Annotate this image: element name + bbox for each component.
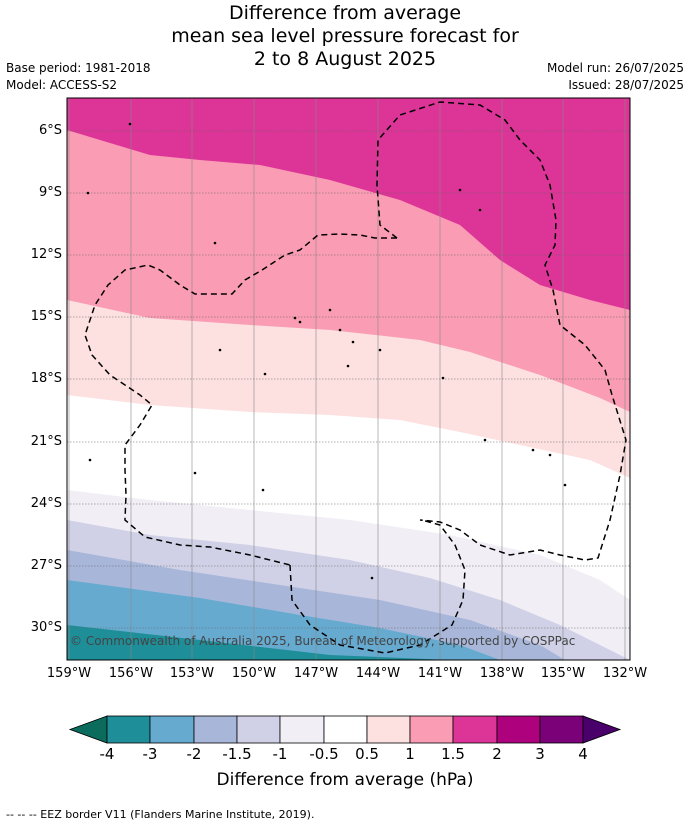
- island-marker: [478, 208, 482, 212]
- island-marker: [370, 576, 374, 580]
- island-marker: [548, 453, 552, 457]
- cb-tick-1-5: 1.5: [441, 745, 465, 763]
- lon-label-132w: 132°W: [602, 666, 648, 681]
- eez-border-line: [84, 233, 397, 566]
- island-marker: [441, 376, 445, 380]
- island-marker: [86, 191, 90, 195]
- title-line-3: 2 to 8 August 2025: [253, 48, 437, 70]
- island-marker: [261, 488, 265, 492]
- lat-label-6s: 6°S: [38, 123, 62, 138]
- cb-tick-minus-2: -2: [186, 745, 202, 763]
- island-marker: [218, 348, 222, 352]
- cb-tick-3: 3: [535, 745, 545, 763]
- lat-label-12s: 12°S: [30, 247, 62, 262]
- colorbar-title: Difference from average (hPa): [216, 770, 474, 790]
- lat-label-21s: 21°S: [30, 434, 62, 449]
- map-frame: [66, 97, 631, 661]
- island-marker: [458, 188, 462, 192]
- base-period: Base period: 1981-2018: [6, 61, 151, 75]
- island-marker: [193, 471, 197, 475]
- cb-tick-2: 2: [492, 745, 502, 763]
- lon-label-135w: 135°W: [540, 666, 586, 681]
- island-marker: [346, 364, 350, 368]
- band-minus-4-to-minus-3: [67, 625, 450, 660]
- model-run: Model run: 26/07/2025: [546, 61, 684, 75]
- cb-tick-0-5: 0.5: [355, 745, 379, 763]
- band-1-5-to-2: [67, 98, 630, 310]
- island-marker: [263, 372, 267, 376]
- lon-label-153w: 153°W: [169, 666, 215, 681]
- lon-label-138w: 138°W: [479, 666, 525, 681]
- cb-tick-minus-1-5: -1.5: [222, 745, 252, 763]
- title-line-2: mean sea level pressure forecast for: [171, 25, 519, 47]
- copyright-text: © Commonwealth of Australia 2025, Bureau…: [70, 634, 576, 648]
- model-name: Model: ACCESS-S2: [6, 78, 118, 92]
- eez-border-line: [289, 519, 466, 654]
- lat-label-30s: 30°S: [30, 620, 62, 635]
- cb-tick-minus-4: -4: [99, 745, 115, 763]
- island-marker: [563, 483, 567, 487]
- lat-label-27s: 27°S: [30, 558, 62, 573]
- lon-label-156w: 156°W: [108, 666, 154, 681]
- lat-label-18s: 18°S: [30, 371, 62, 386]
- island-marker: [213, 241, 217, 245]
- island-marker: [328, 308, 332, 312]
- cb-tick-4: 4: [578, 745, 588, 763]
- island-marker: [298, 320, 302, 324]
- lon-label-147w: 147°W: [293, 666, 339, 681]
- lon-label-144w: 144°W: [355, 666, 401, 681]
- title-line-1: Difference from average: [228, 2, 462, 24]
- cb-tick-minus-1: -1: [272, 745, 288, 763]
- island-marker: [351, 340, 355, 344]
- island-marker: [483, 438, 487, 442]
- lon-label-159w: 159°W: [46, 666, 92, 681]
- lon-label-141w: 141°W: [417, 666, 463, 681]
- cb-tick-1: 1: [405, 745, 415, 763]
- island-marker: [338, 328, 342, 332]
- lat-label-24s: 24°S: [30, 496, 62, 511]
- island-marker: [531, 448, 535, 452]
- band-0-5-to-1-lower: [67, 300, 630, 478]
- lat-label-15s: 15°S: [30, 309, 62, 324]
- island-marker: [378, 348, 382, 352]
- island-marker: [293, 316, 297, 320]
- cb-tick-minus-3: -3: [142, 745, 158, 763]
- eez-legend: -- -- -- EEZ border V11 (Flanders Marine…: [6, 808, 315, 821]
- eez-border-line: [376, 101, 627, 561]
- lon-label-150w: 150°W: [231, 666, 277, 681]
- island-marker: [128, 122, 132, 126]
- island-marker: [88, 458, 92, 462]
- issued-date: Issued: 28/07/2025: [568, 78, 684, 92]
- lat-label-9s: 9°S: [38, 185, 62, 200]
- cb-tick-minus-0-5: -0.5: [309, 745, 339, 763]
